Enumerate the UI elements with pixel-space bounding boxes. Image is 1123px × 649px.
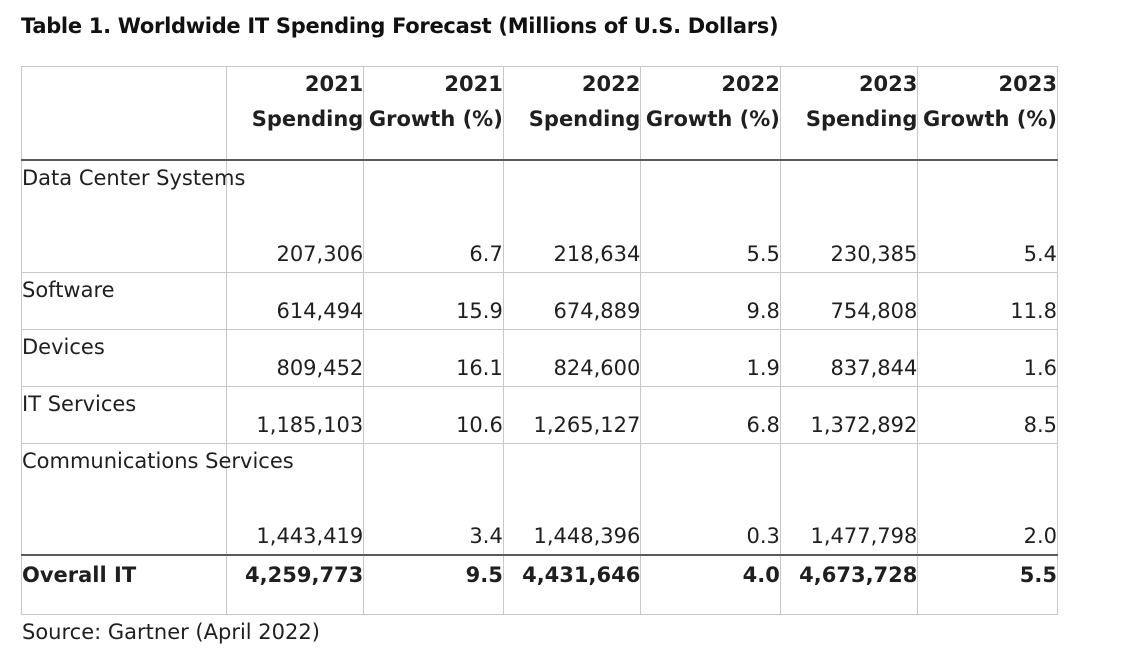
column-header-label: Growth (%)	[368, 107, 503, 131]
column-header-year: 2023	[858, 72, 918, 96]
table-row: IT Services 1,185,103 10.6 1,265,127 6.8…	[21, 385, 1058, 444]
table-cell: 1,477,798	[779, 442, 919, 556]
table-cell: 837,844	[779, 328, 919, 387]
table-cell: 6.7	[363, 159, 504, 273]
table-cell: 674,889	[502, 271, 642, 330]
column-header-year: 2021	[444, 72, 503, 96]
table-cell: 1.6	[917, 328, 1058, 387]
row-label: Software	[21, 271, 227, 330]
table-row: Software 614,494 15.9 674,889 9.8 754,80…	[21, 271, 1058, 330]
table-row: Data Center Systems 207,306 6.7 218,634 …	[21, 159, 1058, 273]
table-cell: 16.1	[363, 328, 504, 387]
table-cell: 207,306	[225, 159, 365, 273]
row-label: Data Center Systems	[21, 159, 245, 273]
total-cell: 4.0	[640, 554, 781, 615]
table-cell: 3.4	[363, 442, 504, 556]
table-cell: 11.8	[917, 271, 1058, 330]
column-header: 2023 Growth (%)	[917, 66, 1058, 161]
table-cell: 1,443,419	[225, 442, 365, 556]
table-cell: 809,452	[225, 328, 365, 387]
column-header: 2022 Growth (%)	[640, 66, 781, 161]
table-cell: 754,808	[779, 271, 919, 330]
table-cell: 9.8	[640, 271, 781, 330]
column-header-year: 2022	[721, 72, 780, 96]
header-empty-cell	[21, 66, 227, 161]
total-row: Overall IT 4,259,773 9.5 4,431,646 4.0 4…	[21, 554, 1058, 615]
table-cell: 1,185,103	[225, 385, 365, 444]
source-note: Source: Gartner (April 2022)	[22, 620, 320, 644]
table-cell: 6.8	[640, 385, 781, 444]
table-header-row: 2021 Spending 2021 Growth (%) 2022 Spending…	[21, 66, 1058, 161]
total-cell: 9.5	[363, 554, 504, 615]
column-header-label: Growth (%)	[645, 107, 780, 131]
column-header: 2023 Spending	[779, 66, 919, 161]
table-cell: 15.9	[363, 271, 504, 330]
column-header: 2021 Spending	[225, 66, 365, 161]
column-header-year: 2022	[581, 72, 641, 96]
table-cell: 1,265,127	[502, 385, 642, 444]
table-cell: 8.5	[917, 385, 1058, 444]
table-cell: 614,494	[225, 271, 365, 330]
table-cell: 5.4	[917, 159, 1058, 273]
table-cell: 0.3	[640, 442, 781, 556]
total-row-label: Overall IT	[21, 554, 227, 615]
table-cell: 1,448,396	[502, 442, 642, 556]
column-header-label: Growth (%)	[923, 107, 1057, 131]
table-cell: 218,634	[502, 159, 642, 273]
table-cell: 230,385	[779, 159, 919, 273]
it-spending-table: 2021 Spending 2021 Growth (%) 2022 Spending…	[21, 66, 1058, 615]
table-cell: 2.0	[917, 442, 1058, 556]
table-row: Communications Services 1,443,419 3.4 1,…	[21, 442, 1058, 556]
table-cell: 10.6	[363, 385, 504, 444]
column-header-label: Spending	[528, 107, 641, 131]
table-cell: 824,600	[502, 328, 642, 387]
table-row: Devices 809,452 16.1 824,600 1.9 837,844…	[21, 328, 1058, 387]
total-cell: 4,431,646	[502, 554, 642, 615]
column-header: 2021 Growth (%)	[363, 66, 504, 161]
total-cell: 5.5	[917, 554, 1058, 615]
column-header-label: Spending	[805, 107, 918, 131]
table-cell: 1.9	[640, 328, 781, 387]
row-label: Communications Services	[21, 442, 294, 556]
column-header-year: 2021	[304, 72, 364, 96]
column-header-label: Spending	[251, 107, 364, 131]
table-cell: 5.5	[640, 159, 781, 273]
column-header: 2022 Spending	[502, 66, 642, 161]
table-title: Table 1. Worldwide IT Spending Forecast …	[21, 14, 779, 38]
total-cell: 4,259,773	[225, 554, 365, 615]
row-label: Devices	[21, 328, 227, 387]
column-header-year: 2023	[998, 72, 1057, 96]
table-cell: 1,372,892	[779, 385, 919, 444]
row-label: IT Services	[21, 385, 227, 444]
total-cell: 4,673,728	[779, 554, 919, 615]
